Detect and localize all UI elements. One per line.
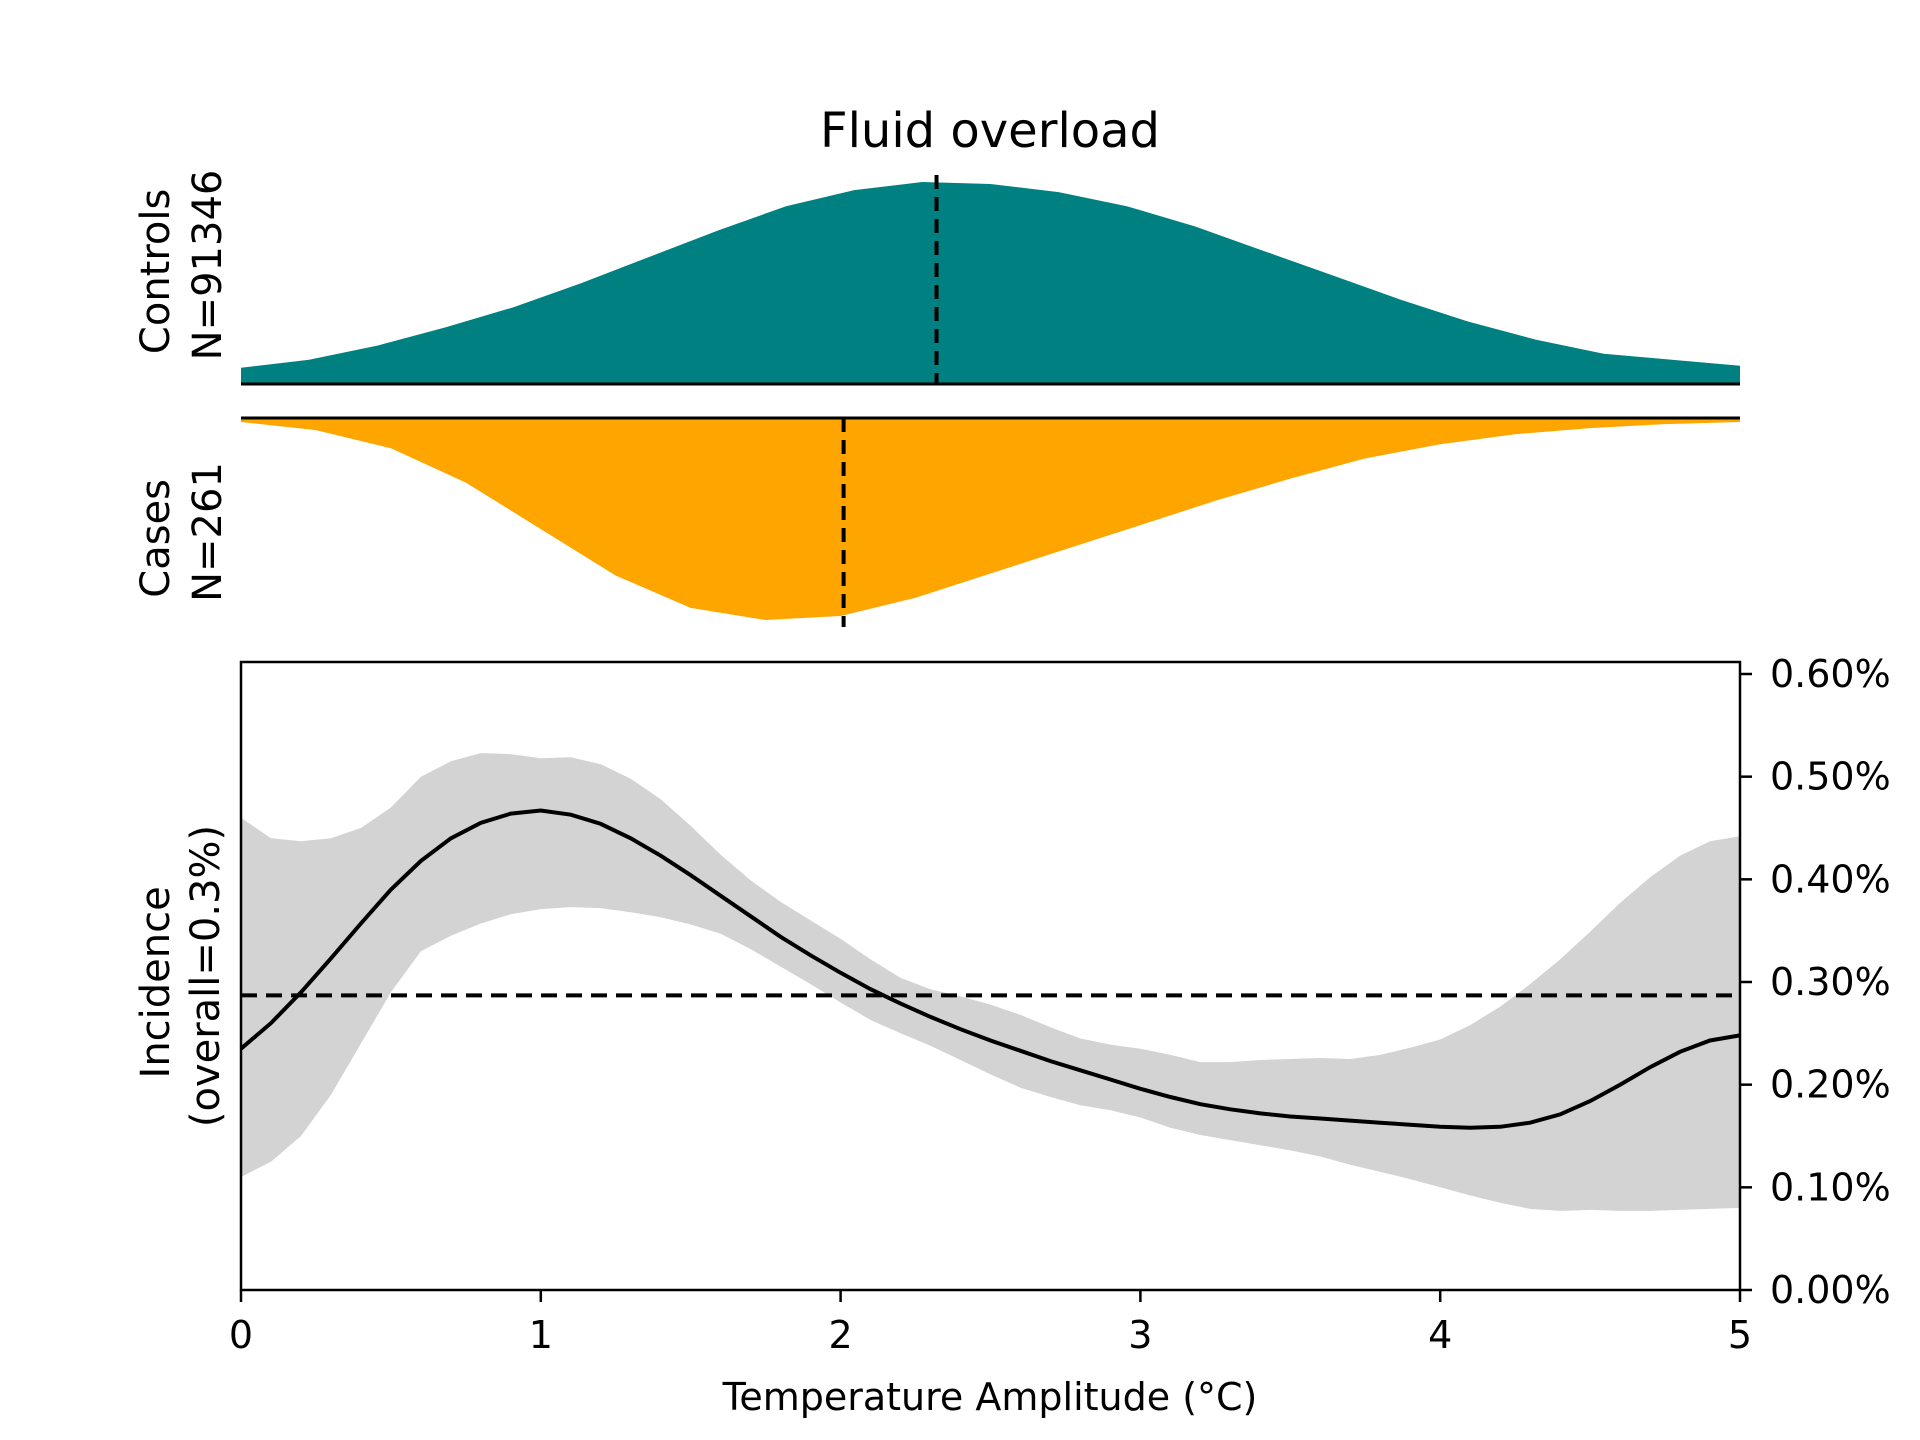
controls-density-area (241, 182, 1740, 384)
x-tick-label: 4 (1428, 1313, 1452, 1357)
plot-frame (239, 660, 1742, 1292)
controls-label-line2: N=91346 (185, 170, 231, 361)
cases-label: Cases N=261 (133, 462, 231, 602)
x-tick-label: 0 (229, 1313, 253, 1357)
chart-title: Fluid overload (820, 103, 1160, 159)
controls-label: Controls N=91346 (133, 170, 231, 361)
x-tick-label: 3 (1128, 1313, 1152, 1357)
controls-density-panel: Controls N=91346 (133, 170, 1740, 386)
y-tick-label: 0.50% (1770, 755, 1891, 799)
incidence-label-line2: (overall=0.3%) (183, 825, 229, 1127)
y-tick-label: 0.30% (1770, 960, 1891, 1004)
x-tick-label: 1 (529, 1313, 553, 1357)
y-tick-label: 0.00% (1770, 1268, 1891, 1312)
x-axis: 0 1 2 3 4 5 (229, 1290, 1752, 1357)
cases-label-line2: N=261 (185, 462, 231, 602)
incidence-series-line (239, 808, 1741, 1130)
x-axis-label: Temperature Amplitude (°C) (722, 1375, 1258, 1419)
cases-label-line1: Cases (133, 479, 179, 598)
y-tick-label: 0.60% (1770, 652, 1891, 696)
incidence-label-line1: Incidence (133, 886, 179, 1078)
confidence-band (241, 753, 1740, 1211)
controls-label-line1: Controls (133, 189, 179, 354)
incidence-panel: 0 1 2 3 4 5 0.00% 0.10% 0.20% 0.30% 0.40% 0.50% 0.6… (133, 652, 1891, 1419)
y-tick-label: 0.10% (1770, 1165, 1891, 1209)
x-tick-label: 2 (829, 1313, 853, 1357)
y-tick-label: 0.20% (1770, 1063, 1891, 1107)
y-tick-label: 0.40% (1770, 857, 1891, 901)
cases-density-area (241, 418, 1740, 620)
x-tick-label: 5 (1728, 1313, 1752, 1357)
cases-density-panel: Cases N=261 (133, 416, 1740, 627)
y-axis-right: 0.00% 0.10% 0.20% 0.30% 0.40% 0.50% 0.60% (1740, 652, 1891, 1312)
incidence-label: Incidence (overall=0.3%) (133, 825, 229, 1127)
